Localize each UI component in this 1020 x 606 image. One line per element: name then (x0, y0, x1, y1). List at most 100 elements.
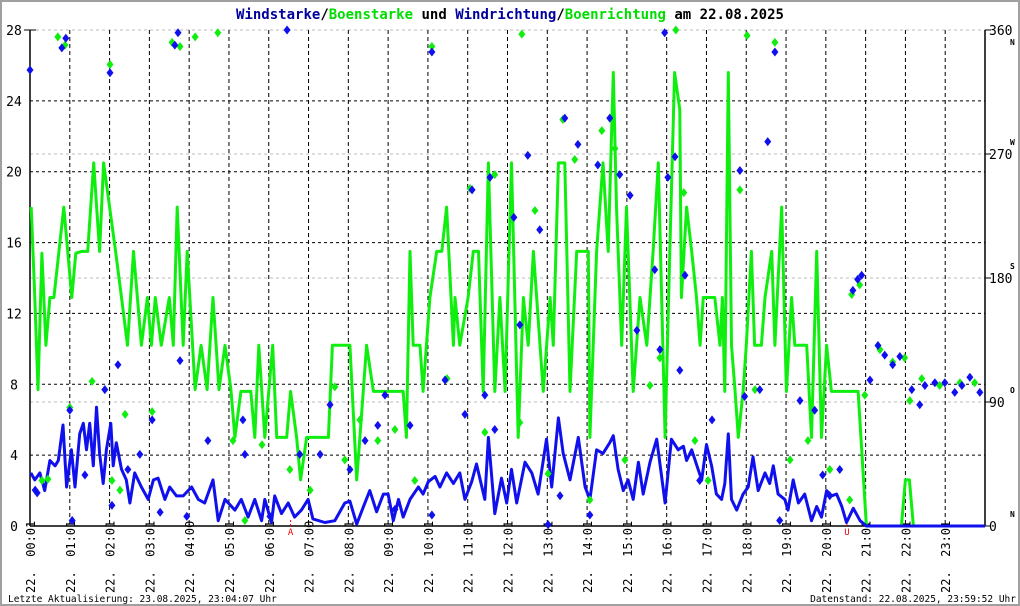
direction-label: N (1010, 38, 1015, 47)
title-und: und (413, 7, 455, 23)
point-windrichtung (966, 372, 974, 382)
point-windrichtung (183, 511, 191, 521)
point-windrichtung (776, 515, 784, 525)
point-windrichtung (741, 391, 749, 401)
point-windrichtung (374, 420, 382, 430)
point-windrichtung (296, 449, 304, 459)
x-tick-label: 22. 22:01 (899, 521, 913, 593)
point-windrichtung (481, 390, 489, 400)
point-windrichtung (574, 139, 582, 149)
x-tick-label: 22. 20:01 (820, 521, 834, 593)
point-windrichtung (651, 265, 659, 275)
title-sep: / (320, 7, 328, 23)
point-windrichtung (62, 33, 70, 43)
point-boenrichtung (331, 382, 339, 392)
point-boenrichtung (672, 25, 680, 35)
point-windrichtung (156, 507, 164, 517)
point-boenrichtung (306, 485, 314, 495)
point-boenrichtung (391, 425, 399, 435)
point-boenrichtung (191, 32, 199, 42)
point-windrichtung (536, 225, 544, 235)
point-windrichtung (696, 476, 704, 486)
point-boenrichtung (611, 143, 619, 153)
point-boenrichtung (804, 436, 812, 446)
point-windrichtung (428, 47, 436, 57)
x-tick-label: 22. 13:01 (541, 521, 555, 593)
direction-label: W (1010, 138, 1015, 147)
point-windrichtung (606, 113, 614, 123)
point-windrichtung (461, 409, 469, 419)
point-windrichtung (283, 25, 291, 35)
y-tick-label: 20 (6, 166, 22, 181)
point-windrichtung (101, 385, 109, 395)
y2-tick-label: 0 (989, 520, 997, 535)
point-windrichtung (241, 449, 249, 459)
point-boenrichtung (44, 474, 52, 484)
direction-label: O (1010, 386, 1015, 395)
y-tick-label: 0 (10, 520, 18, 535)
point-boenrichtung (544, 469, 552, 479)
point-windrichtung (874, 341, 882, 351)
point-windrichtung (561, 113, 569, 123)
point-boenrichtung (646, 380, 654, 390)
point-boenrichtung (680, 188, 688, 198)
point-windrichtung (931, 378, 939, 388)
point-windrichtung (849, 285, 857, 295)
point-windrichtung (486, 172, 494, 182)
point-windrichtung (468, 185, 476, 195)
point-windrichtung (896, 352, 904, 362)
x-tick-label: 22. 12:01 (502, 521, 516, 593)
point-boenrichtung (771, 37, 779, 47)
line-boenstarke (29, 71, 985, 528)
point-boenrichtung (241, 515, 249, 525)
point-windrichtung (406, 420, 414, 430)
point-windrichtung (656, 345, 664, 355)
point-windrichtung (66, 405, 74, 415)
sun-marker-label: U (844, 528, 849, 538)
point-boenrichtung (481, 427, 489, 437)
point-windrichtung (819, 470, 827, 480)
x-tick-label: 22. 17:01 (700, 521, 714, 593)
point-boenrichtung (54, 32, 62, 42)
point-boenrichtung (906, 396, 914, 406)
title-date: am 22.08.2025 (666, 7, 784, 23)
x-tick-label: 22. 21:01 (860, 521, 874, 593)
point-windrichtung (346, 465, 354, 475)
point-windrichtung (771, 47, 779, 57)
point-windrichtung (958, 380, 966, 390)
direction-label: N (1010, 510, 1015, 519)
point-windrichtung (796, 396, 804, 406)
point-windrichtung (836, 465, 844, 475)
point-windrichtung (858, 270, 866, 280)
direction-label: S (1010, 262, 1015, 271)
point-boenrichtung (176, 42, 184, 52)
point-windrichtung (428, 510, 436, 520)
y-tick-label: 28 (6, 24, 22, 39)
point-boenrichtung (691, 436, 699, 446)
point-windrichtung (491, 425, 499, 435)
point-windrichtung (866, 375, 874, 385)
y-tick-label: 16 (6, 237, 22, 252)
point-windrichtung (441, 375, 449, 385)
point-windrichtung (516, 320, 524, 330)
point-boenrichtung (826, 465, 834, 475)
x-tick-label: 22. 05:01 (223, 521, 237, 593)
y-tick-label: 8 (10, 378, 18, 393)
point-windrichtung (756, 385, 764, 395)
point-boenrichtung (214, 28, 222, 38)
x-tick-label: 22. 02:01 (104, 521, 118, 593)
x-tick-label: 22. 11:01 (462, 521, 476, 593)
point-windrichtung (26, 65, 34, 75)
point-windrichtung (676, 365, 684, 375)
point-boenrichtung (229, 436, 237, 446)
title-windrichtung: Windrichtung (455, 7, 556, 23)
x-tick-label: 22. 04:00 (183, 521, 197, 593)
point-windrichtung (68, 515, 76, 525)
point-boenrichtung (586, 495, 594, 505)
point-boenrichtung (736, 185, 744, 195)
x-tick-label: 22. 23:01 (939, 521, 953, 593)
x-tick-label: 22. 09:01 (382, 521, 396, 593)
y2-tick-label: 180 (989, 272, 1012, 287)
